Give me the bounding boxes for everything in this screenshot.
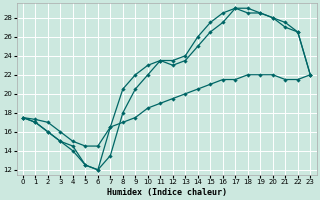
X-axis label: Humidex (Indice chaleur): Humidex (Indice chaleur) bbox=[107, 188, 227, 197]
